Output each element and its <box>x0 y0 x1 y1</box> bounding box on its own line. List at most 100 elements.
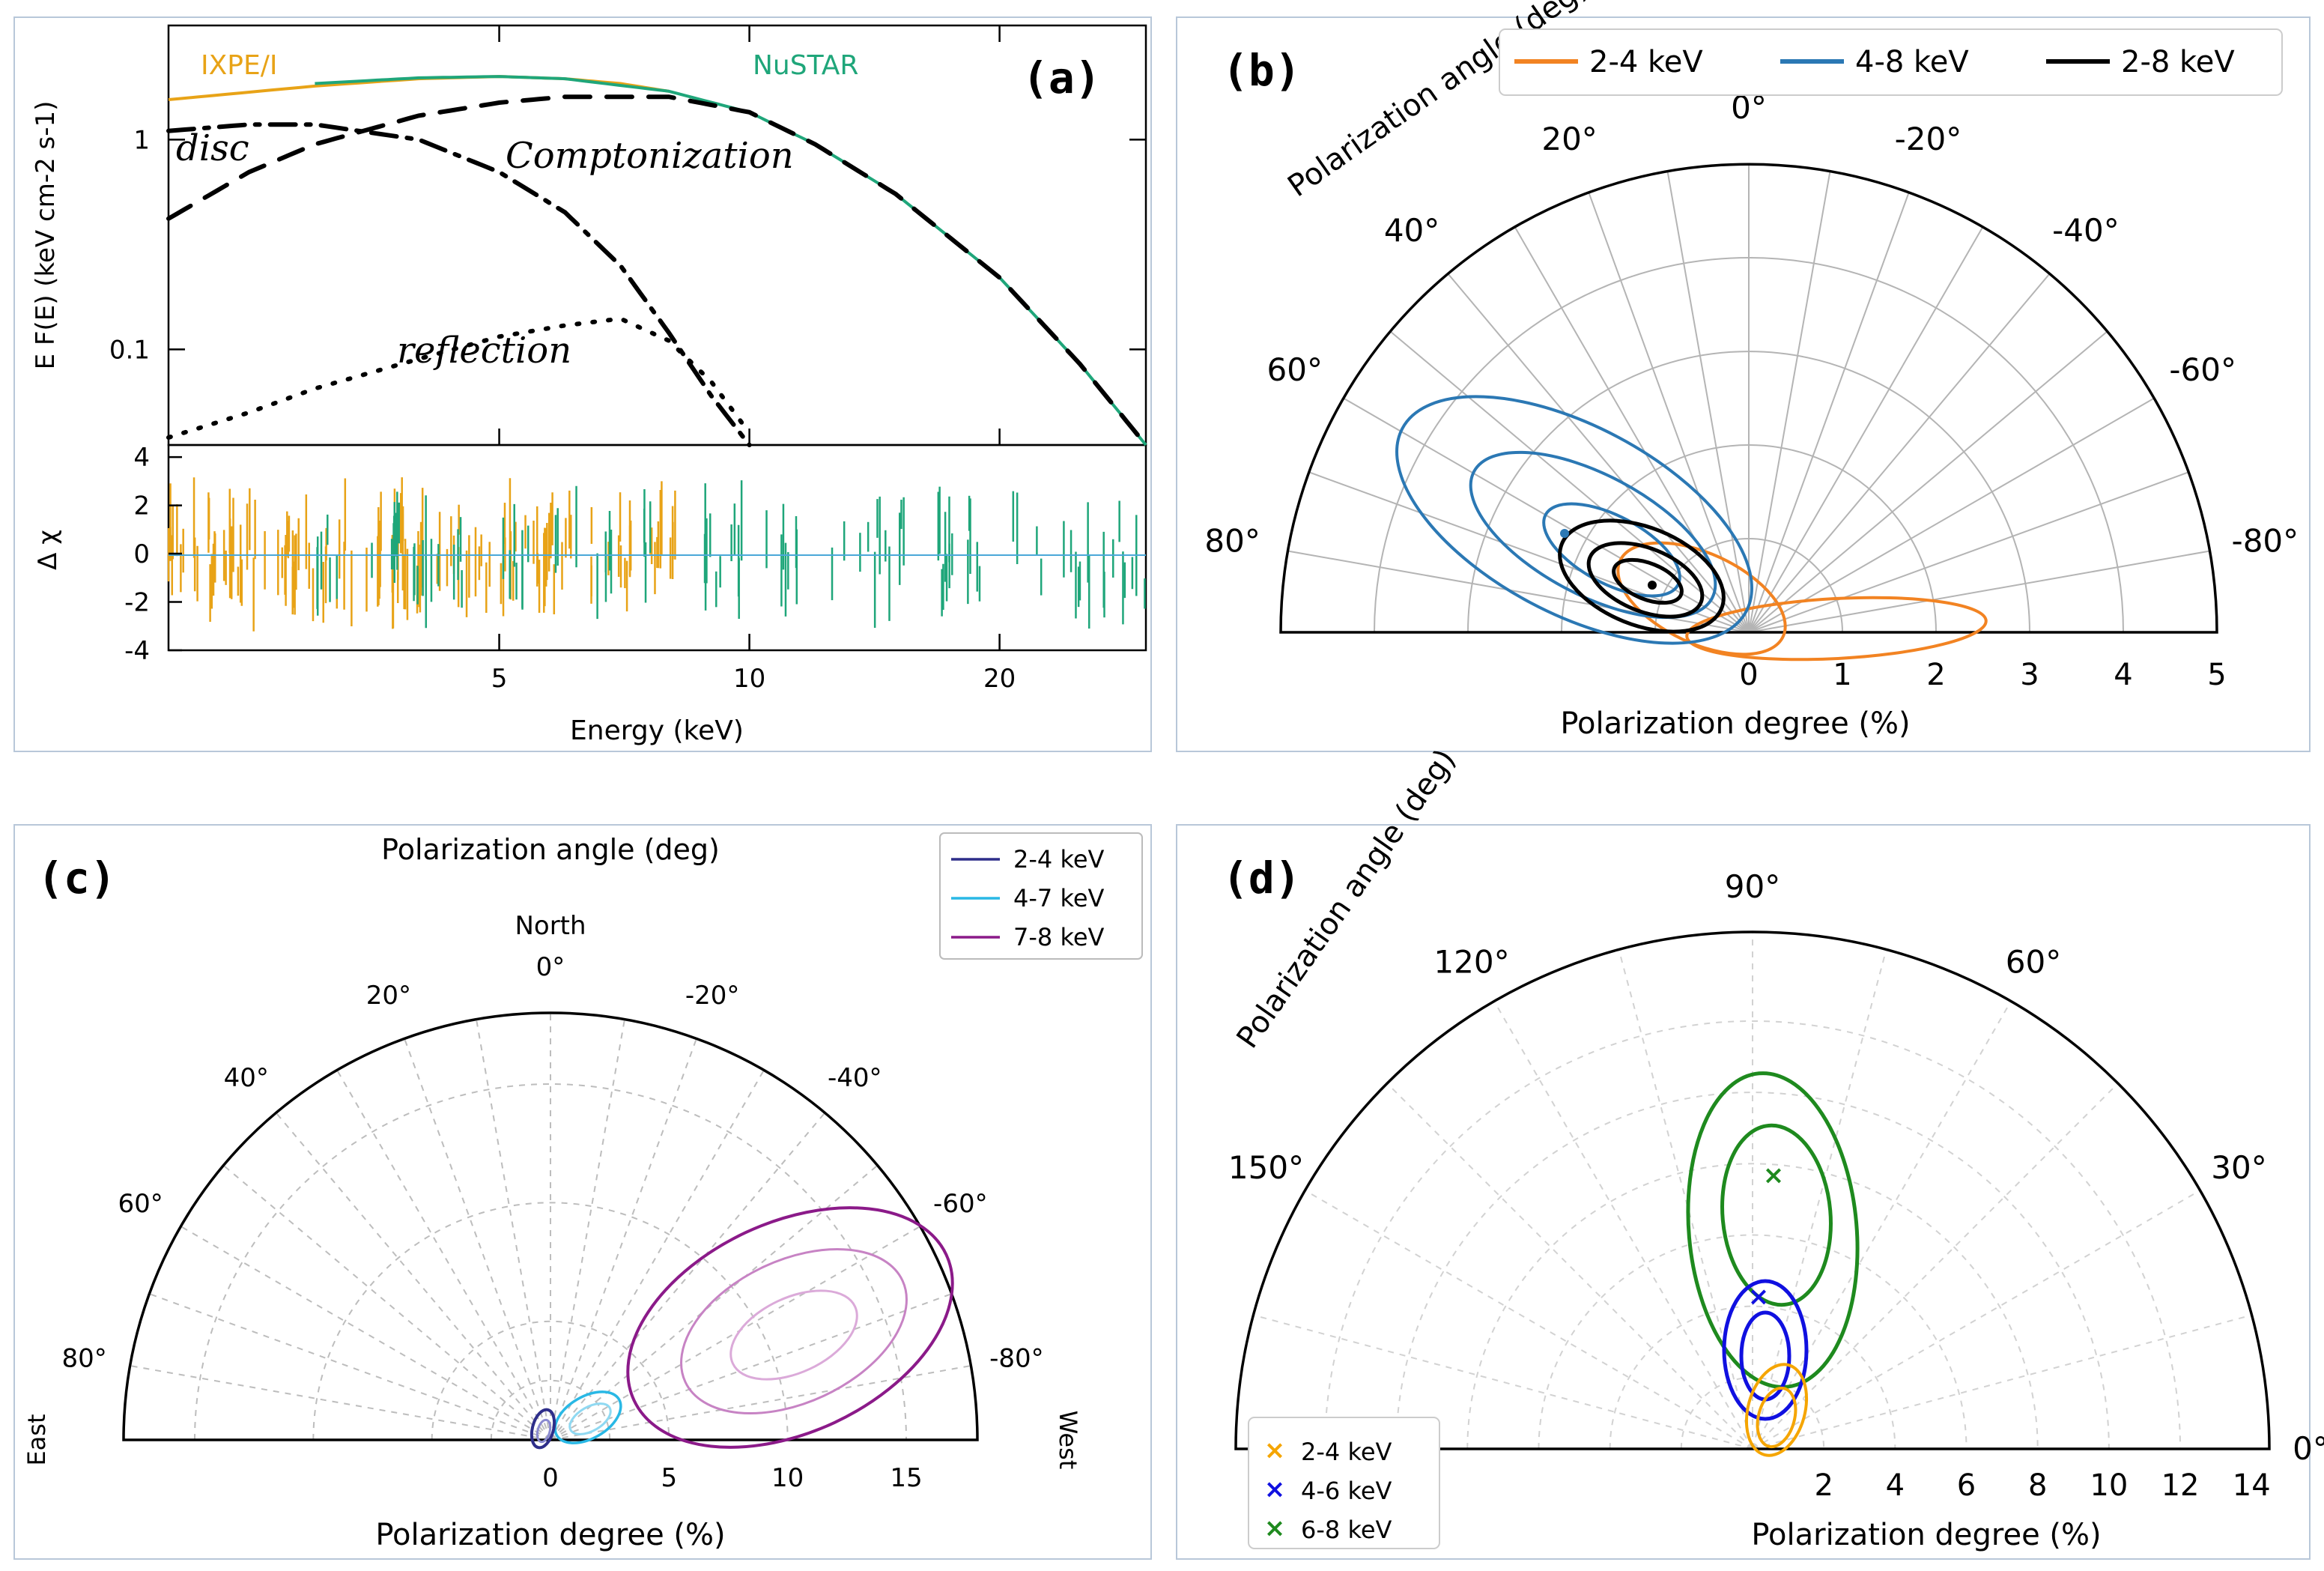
grid-spoke <box>1752 1083 2119 1450</box>
grid-spoke <box>1748 192 1910 633</box>
legend-label: 7-8 keV <box>1013 923 1105 951</box>
contour-7-8kev <box>626 1206 954 1449</box>
contour-4-8kev <box>1395 395 1753 645</box>
angle-tick-label: -80° <box>989 1343 1044 1373</box>
panel-label-a: (a) <box>1022 52 1101 103</box>
grid-spoke <box>1748 171 1831 633</box>
r-tick-label: 1 <box>1833 658 1851 692</box>
x-axis-label-b: Polarization degree (%) <box>1560 706 1910 741</box>
grid-spoke <box>1748 471 2189 633</box>
r-tick-label: 2 <box>1814 1468 1833 1503</box>
angle-tick-label: 60° <box>1267 351 1323 388</box>
grid-spoke <box>1447 273 1750 633</box>
r-tick-label: 10 <box>2090 1468 2128 1503</box>
grid-spoke <box>550 1112 826 1441</box>
chart-d-svg: × × 2 4 6 8 10 12 14 150° 120° 90° 60° 30° 0° (d) Pol… <box>1222 743 2324 1552</box>
y-axis-label-lower: Δ χ <box>33 530 63 570</box>
contour-4-6kev <box>1739 1310 1791 1402</box>
series-disc <box>166 122 752 447</box>
contour-4-7kev <box>553 1390 622 1444</box>
angle-tick-label: -80° <box>2232 522 2299 559</box>
panel-c-polar: 0 5 10 15 80° 60° 40° 20° 0° -20° -40° -60° -80° (c)… <box>13 824 1152 1560</box>
legend-swatch: × <box>1264 1474 1286 1504</box>
angle-tick-label: -60° <box>933 1189 988 1219</box>
grid-spoke <box>275 1112 551 1441</box>
r-tick-label: 4 <box>2114 658 2132 692</box>
angle-tick-label: 30° <box>2211 1149 2266 1186</box>
contour-2-8kev <box>1612 557 1684 605</box>
angle-tick-label: -40° <box>2052 212 2120 249</box>
angle-tick-label: 150° <box>1228 1149 1304 1186</box>
grid-spoke <box>550 1038 697 1441</box>
grid-spoke <box>1618 949 1753 1450</box>
angle-tick-label: 90° <box>1725 868 1780 905</box>
panel-d-polar: × × 2 4 6 8 10 12 14 150° 120° 90° 60° 30° 0° (d) Pol… <box>1176 743 2324 1560</box>
y-tick-label: 0 <box>133 539 150 569</box>
contour-4-7kev <box>568 1402 612 1435</box>
y-tick-label: -2 <box>124 588 150 618</box>
angle-tick-label: 80° <box>61 1343 106 1373</box>
grid-spoke <box>149 1293 551 1441</box>
contour-2-4kev <box>1756 1386 1797 1449</box>
x-tick-label: 10 <box>733 664 765 694</box>
legend-c: 2-4 keV 4-7 keV 7-8 keV <box>939 832 1143 960</box>
grid-spoke <box>550 1293 952 1441</box>
best-fit-4-8kev <box>1560 529 1569 538</box>
title-c: Polarization angle (deg) <box>381 833 720 866</box>
angle-tick-label: -20° <box>685 981 740 1011</box>
grid-spoke <box>1752 1190 2201 1450</box>
legend-label: 4-8 keV <box>1855 45 1969 79</box>
r-tick-label: 0 <box>542 1463 559 1493</box>
y-axis-label-upper: E F(E) (keV cm-2 s-1) <box>31 101 61 370</box>
y-tick-label: 0.1 <box>109 335 150 365</box>
label-comptonization: Comptonization <box>506 135 794 177</box>
chart-c-svg: 0 5 10 15 80° 60° 40° 20° 0° -20° -40° -60° -80° (c)… <box>22 832 1143 1552</box>
grid-spoke <box>1752 949 1887 1450</box>
legend-swatch: × <box>1264 1435 1286 1465</box>
grid-spoke <box>1389 330 1750 633</box>
grid-spoke <box>1748 397 2155 633</box>
label-ixpe: IXPE/I <box>201 50 277 81</box>
polar-frame <box>122 1011 979 1441</box>
grid-spoke <box>550 1069 765 1441</box>
contour-2-8kev <box>1558 518 1726 634</box>
grid-spoke <box>1748 330 2108 633</box>
angle-tick-label: 40° <box>1384 212 1439 249</box>
grid-spoke <box>1666 171 1750 633</box>
y-tick-label: 2 <box>133 491 150 521</box>
angle-tick-label: 0° <box>536 952 565 982</box>
r-tick-label: 10 <box>771 1463 804 1493</box>
grid-spoke <box>180 1226 551 1441</box>
grid-spoke <box>336 1069 551 1441</box>
x-axis-label-a: Energy (keV) <box>570 715 744 746</box>
grid-ring <box>312 1202 789 1441</box>
grid-spoke <box>1493 1000 1753 1450</box>
best-fit-4-6kev: × <box>1748 1282 1770 1312</box>
contour-2-4kev <box>1744 1363 1809 1457</box>
contour-2-4kev <box>536 1418 552 1444</box>
legend-label: 2-4 keV <box>1589 45 1703 79</box>
panel-b-polar: 0 1 2 3 4 5 80° 60° 40° 20° 0° -20° -40° -60° -80° (b)… <box>1176 0 2311 752</box>
contour-2-8kev <box>1586 541 1705 619</box>
legend-b: 2-4 keV 4-8 keV 2-8 keV <box>1499 28 2283 96</box>
series-reflection <box>166 316 752 440</box>
r-tick-label: 5 <box>2207 658 2226 692</box>
grid-spoke <box>1253 1314 1753 1450</box>
x-axis-label-c: Polarization degree (%) <box>375 1518 725 1552</box>
legend-d: × 2-4 keV × 4-6 keV × 6-8 keV <box>1248 1417 1440 1549</box>
best-fit-6-8kev: × <box>1763 1160 1785 1190</box>
grid-ring <box>490 1379 611 1441</box>
grid-spoke <box>1748 550 2210 633</box>
angle-tick-label: -40° <box>828 1063 882 1093</box>
angle-tick-label: 60° <box>118 1189 163 1219</box>
grid-spoke <box>550 1164 879 1441</box>
panel-label-d: (d) <box>1222 853 1301 903</box>
contour-6-8kev <box>1720 1123 1833 1307</box>
angle-tick-label: 20° <box>366 981 411 1011</box>
r-tick-label: 2 <box>1926 658 1945 692</box>
x-tick-label: 20 <box>983 664 1016 694</box>
r-tick-label: 15 <box>890 1463 922 1493</box>
angle-tick-label: -60° <box>2169 351 2236 388</box>
label-nustar: NuSTAR <box>753 50 858 81</box>
